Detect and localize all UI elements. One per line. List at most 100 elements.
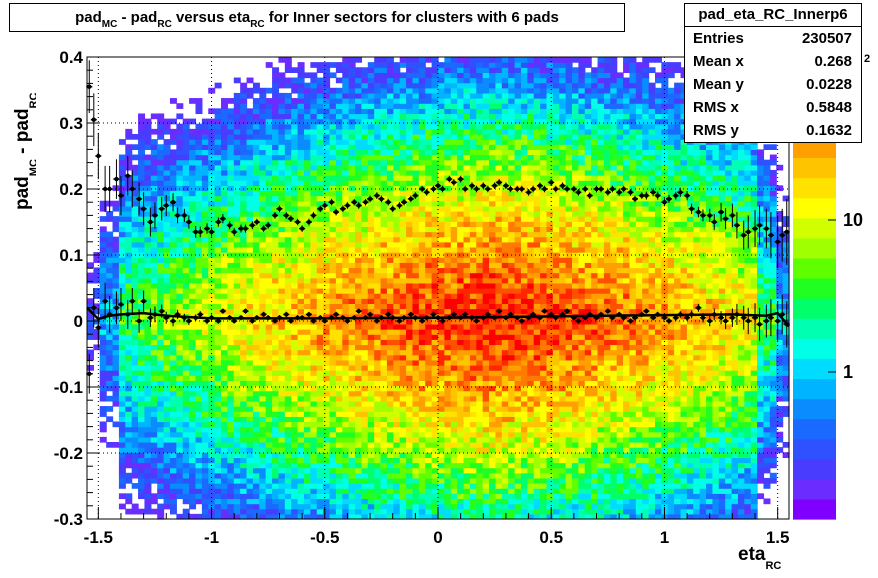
heatmap-cell: [393, 216, 401, 222]
heatmap-cell: [476, 334, 484, 340]
heatmap-cell: [303, 169, 311, 176]
heatmap-cell: [399, 62, 407, 68]
heatmap-cell: [355, 180, 363, 186]
heatmap-cell: [335, 134, 343, 140]
heatmap-cell: [463, 139, 471, 145]
heatmap-cell: [469, 82, 477, 89]
heatmap-cell: [297, 318, 305, 325]
heatmap-cell: [144, 318, 152, 325]
heatmap-cell: [406, 308, 414, 315]
heatmap-cell: [431, 344, 439, 351]
heatmap-cell: [246, 503, 254, 510]
heatmap-cell: [169, 169, 177, 176]
heatmap-cell: [227, 447, 235, 453]
heatmap-cell: [393, 108, 401, 115]
heatmap-cell: [182, 431, 190, 438]
heatmap-cell: [457, 349, 465, 356]
heatmap-cell: [176, 406, 184, 412]
heatmap-cell: [214, 323, 222, 330]
heatmap-cell: [252, 447, 260, 453]
heatmap-cell: [284, 57, 292, 63]
heatmap-cell: [310, 169, 318, 176]
heatmap-cell: [463, 144, 471, 150]
heatmap-cell: [189, 339, 197, 346]
heatmap-cell: [386, 57, 394, 63]
heatmap-cell: [169, 370, 177, 376]
heatmap-cell: [457, 231, 465, 238]
heatmap-cell: [259, 436, 267, 443]
heatmap-cell: [157, 323, 165, 330]
heatmap-cell: [214, 426, 222, 433]
heatmap-cell: [463, 262, 471, 269]
heatmap-cell: [176, 257, 184, 263]
heatmap-cell: [367, 257, 375, 263]
heatmap-cell: [412, 483, 420, 489]
heatmap-cell: [272, 390, 280, 397]
heatmap-cell: [329, 472, 337, 479]
heatmap-cell: [118, 375, 126, 381]
heatmap-cell: [265, 226, 273, 233]
heatmap-cell: [412, 164, 420, 171]
heatmap-cell: [335, 323, 343, 330]
heatmap-cell: [201, 128, 209, 135]
heatmap-cell: [431, 87, 439, 94]
heatmap-cell: [393, 493, 401, 500]
heatmap-cell: [399, 257, 407, 263]
heatmap-cell: [201, 123, 209, 130]
heatmap-cell: [291, 457, 299, 464]
heatmap-cell: [329, 98, 337, 104]
heatmap-cell: [431, 272, 439, 279]
heatmap-cell: [265, 190, 273, 197]
heatmap-cell: [335, 139, 343, 145]
heatmap-cell: [138, 380, 146, 387]
heatmap-cell: [87, 303, 94, 310]
heatmap-cell: [380, 334, 388, 340]
heatmap-cell: [118, 354, 126, 361]
heatmap-cell: [118, 406, 126, 412]
heatmap-cell: [412, 416, 420, 423]
heatmap-cell: [112, 246, 120, 253]
heatmap-cell: [131, 380, 139, 387]
heatmap-cell: [316, 200, 324, 207]
heatmap-cell: [252, 149, 260, 156]
heatmap-cell: [335, 236, 343, 243]
heatmap-cell: [157, 200, 165, 207]
heatmap-cell: [367, 87, 375, 94]
heatmap-cell: [374, 436, 382, 443]
heatmap-cell: [476, 447, 484, 453]
heatmap-cell: [214, 400, 222, 407]
heatmap-cell: [374, 149, 382, 156]
heatmap-cell: [399, 154, 407, 161]
heatmap-cell: [233, 267, 241, 274]
heatmap-cell: [157, 257, 165, 263]
heatmap-cell: [418, 349, 426, 356]
heatmap-cell: [284, 195, 292, 202]
heatmap-cell: [418, 395, 426, 402]
heatmap-cell: [157, 354, 165, 361]
heatmap-cell: [272, 452, 280, 458]
heatmap-cell: [463, 113, 471, 120]
heatmap-cell: [278, 462, 286, 469]
heatmap-cell: [482, 385, 490, 392]
heatmap-cell: [386, 175, 394, 181]
heatmap-cell: [240, 128, 248, 135]
heatmap-cell: [355, 154, 363, 161]
heatmap-cell: [233, 447, 241, 453]
heatmap-cell: [182, 200, 190, 207]
heatmap-cell: [393, 246, 401, 253]
heatmap-cell: [221, 282, 228, 289]
heatmap-cell: [425, 226, 433, 233]
heatmap-cell: [221, 406, 228, 412]
heatmap-cell: [157, 452, 165, 458]
heatmap-cell: [195, 400, 203, 407]
heatmap-cell: [99, 344, 107, 351]
heatmap-cell: [399, 354, 407, 361]
heatmap-cell: [291, 354, 299, 361]
heatmap-cell: [323, 190, 331, 197]
heatmap-cell: [457, 370, 465, 376]
heatmap-cell: [195, 483, 203, 489]
heatmap-cell: [348, 92, 356, 99]
heatmap-cell: [393, 72, 401, 79]
heatmap-cell: [278, 128, 286, 135]
heatmap-cell: [176, 329, 184, 335]
